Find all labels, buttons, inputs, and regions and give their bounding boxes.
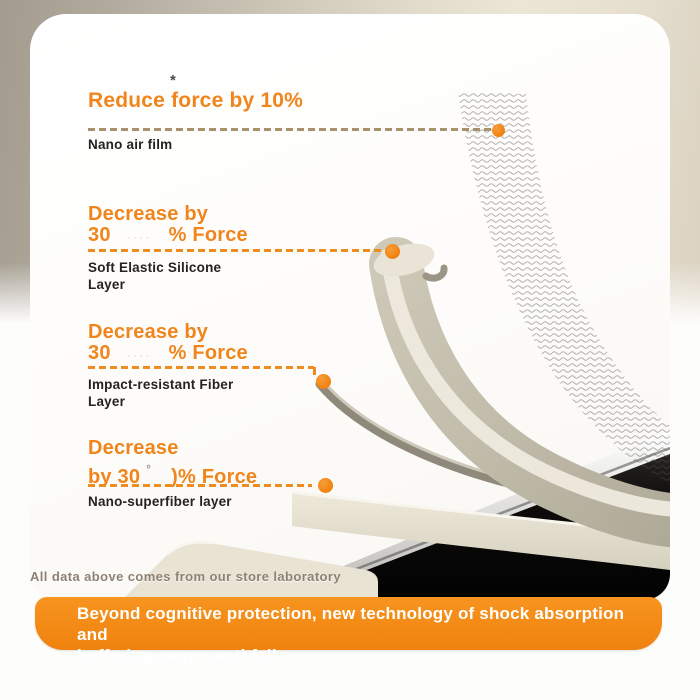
label-title-line2: by 30 ° )% Force <box>88 459 257 488</box>
label-title-line2: 30 ···· % Force <box>88 343 248 367</box>
pointer-dot <box>316 374 331 389</box>
case-corner-graphic <box>122 540 378 600</box>
label-title-line1: Decrease by <box>88 203 209 225</box>
label-name: Nano air film <box>88 137 173 152</box>
lab-data-footnote: All data above comes from our store labo… <box>30 569 341 584</box>
label-silicone: Decrease by 30 ···· % Force <box>88 204 248 249</box>
soft-elastic-silicone-layer-graphic <box>369 237 670 547</box>
leader-line <box>88 484 312 487</box>
leader-line <box>88 249 386 252</box>
label-nano-air-film: Reduce force by 10% <box>88 90 303 111</box>
layer-illustration <box>122 92 670 600</box>
label-name: Nano-superfiber layer <box>88 494 232 509</box>
label-name: Soft Elastic Silicone Layer <box>88 260 222 292</box>
label-fiber: Decrease by 30 ···· % Force <box>88 322 248 367</box>
faded-text-ghost: ···· <box>126 351 153 362</box>
banner-text: Beyond cognitive protection, new technol… <box>77 604 625 665</box>
label-title-line1: Decrease by <box>88 321 209 343</box>
white-card: Reduce force by 10% * Nano air film Decr… <box>30 14 670 600</box>
decrease-value: by 30 <box>88 466 141 488</box>
decrease-value: 30 <box>88 224 111 246</box>
label-title-line1: Decrease <box>88 437 179 459</box>
pointer-dot <box>318 478 333 493</box>
leader-line-tick <box>313 367 316 375</box>
faded-text-ghost: ···· <box>126 233 153 244</box>
label-title-line2: 30 ···· % Force <box>88 225 248 249</box>
degree-ghost: ° <box>146 462 152 476</box>
decrease-suffix: % Force <box>168 342 248 364</box>
leader-line <box>88 128 492 131</box>
decrease-value: 30 <box>88 342 111 364</box>
pointer-dot <box>492 124 505 137</box>
asterisk-mark: * <box>170 72 176 89</box>
pointer-dot <box>385 244 400 259</box>
label-superfiber: Decrease by 30 ° )% Force <box>88 438 257 488</box>
leader-line <box>88 366 314 369</box>
decrease-suffix: )% Force <box>171 466 258 488</box>
marketing-banner: Beyond cognitive protection, new technol… <box>35 597 662 665</box>
nano-air-film-mesh <box>458 92 670 484</box>
label-name: Impact-resistant Fiber Layer <box>88 377 234 409</box>
decrease-suffix: % Force <box>168 224 248 246</box>
label-title: Reduce force by 10% <box>88 89 304 112</box>
